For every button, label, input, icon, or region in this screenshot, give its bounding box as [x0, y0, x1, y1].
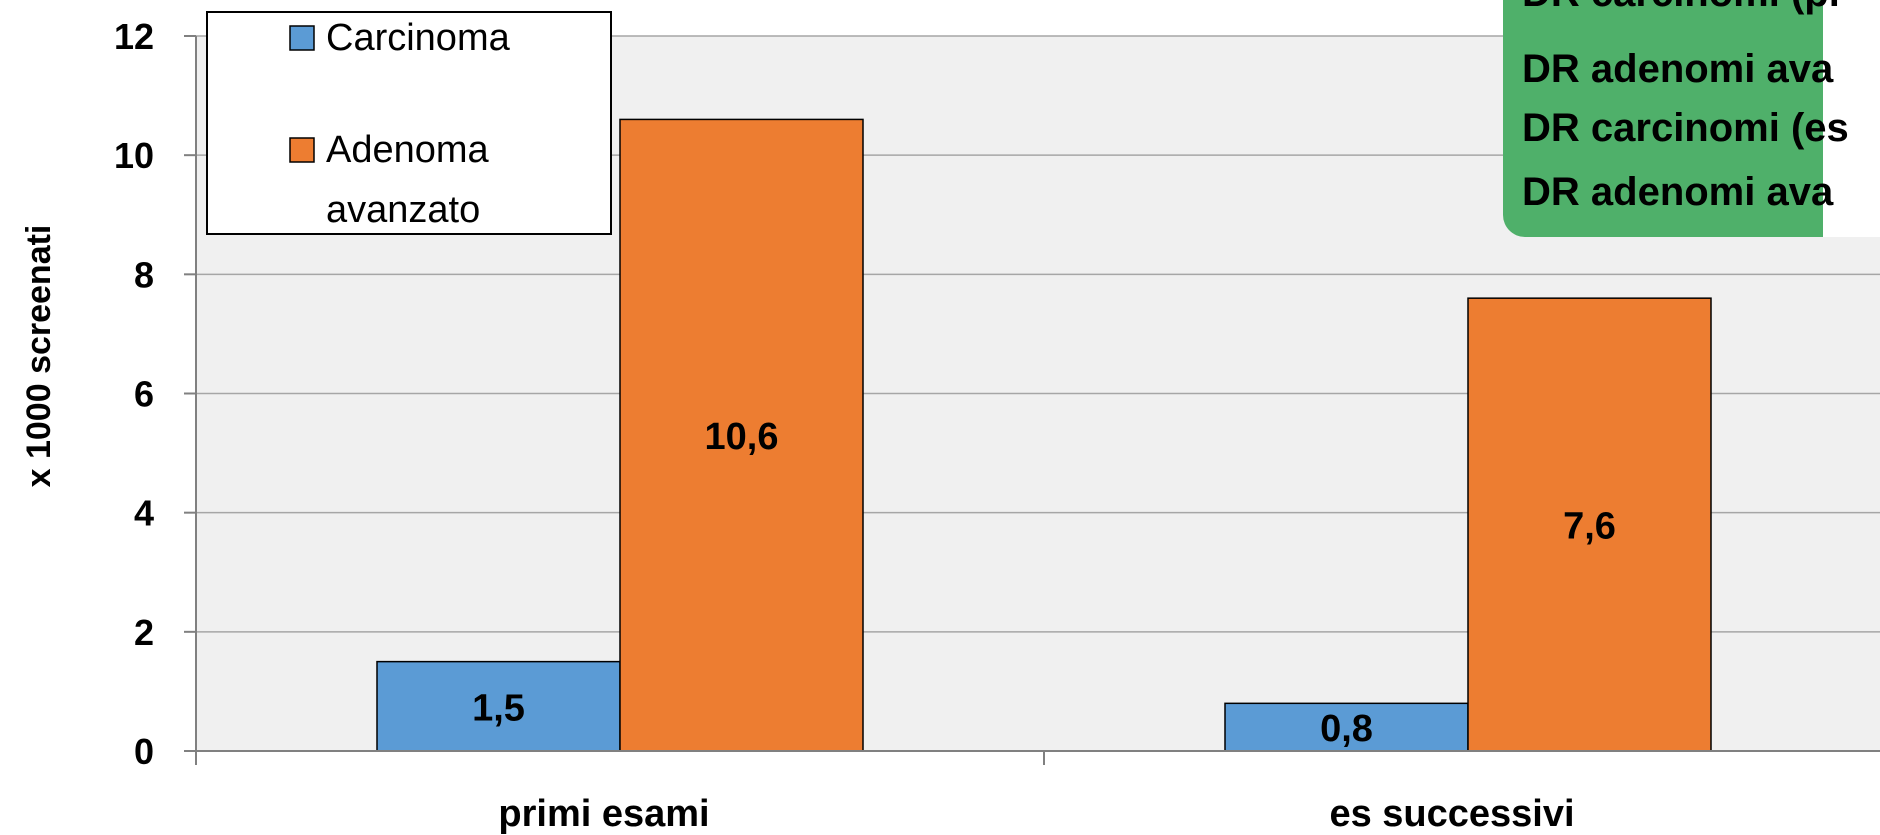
y-axis-title: x 1000 screenati	[20, 225, 58, 488]
legend-label-carcinoma: Carcinoma	[326, 17, 511, 59]
x-category-labels: primi esami es successivi	[498, 793, 1574, 835]
y-tick-label: 12	[114, 16, 154, 57]
annotation-box-green	[1503, 0, 1880, 237]
y-tick-label: 4	[134, 493, 154, 534]
bar-carcinoma-1	[376, 660, 621, 752]
annotation-line-3: DR carcinomi (es	[1522, 106, 1849, 150]
y-tick-label: 6	[134, 374, 154, 415]
x-category-label: primi esami	[498, 793, 709, 835]
bar-labels: 1,5 10,6 0,8 7,6	[472, 416, 1616, 750]
legend-label-adenoma-line-1: Adenoma	[326, 129, 490, 171]
annotation-box: DR carcinomi (pr DR adenomi ava DR carci…	[1503, 0, 1880, 237]
legend-frame	[206, 11, 612, 235]
bar-adenoma-2	[1467, 297, 1712, 752]
legend-swatch-carcinoma	[289, 25, 315, 51]
axes	[195, 36, 1880, 765]
annotation-line-4: DR adenomi ava	[1522, 170, 1834, 214]
annotation-line-2: DR adenomi ava	[1522, 47, 1834, 91]
legend-swatch-adenoma	[289, 137, 315, 163]
data-label: 10,6	[705, 416, 779, 458]
y-tick-labels: 0 2 4 6 8 10 12	[114, 16, 154, 772]
annotation-box-white	[1823, 0, 1880, 237]
data-label: 0,8	[1320, 708, 1373, 750]
bars	[376, 118, 1712, 752]
annotation-line-1: DR carcinomi (pr	[1522, 0, 1844, 15]
y-tick-label: 10	[114, 135, 154, 176]
data-label: 1,5	[472, 687, 525, 729]
legend-label-adenoma-line-2: avanzato	[326, 189, 480, 231]
x-category-label: es successivi	[1329, 793, 1574, 835]
y-tick-label: 8	[134, 254, 154, 295]
y-tick-label: 0	[134, 731, 154, 772]
legend: Carcinoma Adenoma avanzato	[206, 11, 612, 235]
data-label: 7,6	[1563, 506, 1616, 548]
y-tick-label: 2	[134, 612, 154, 653]
